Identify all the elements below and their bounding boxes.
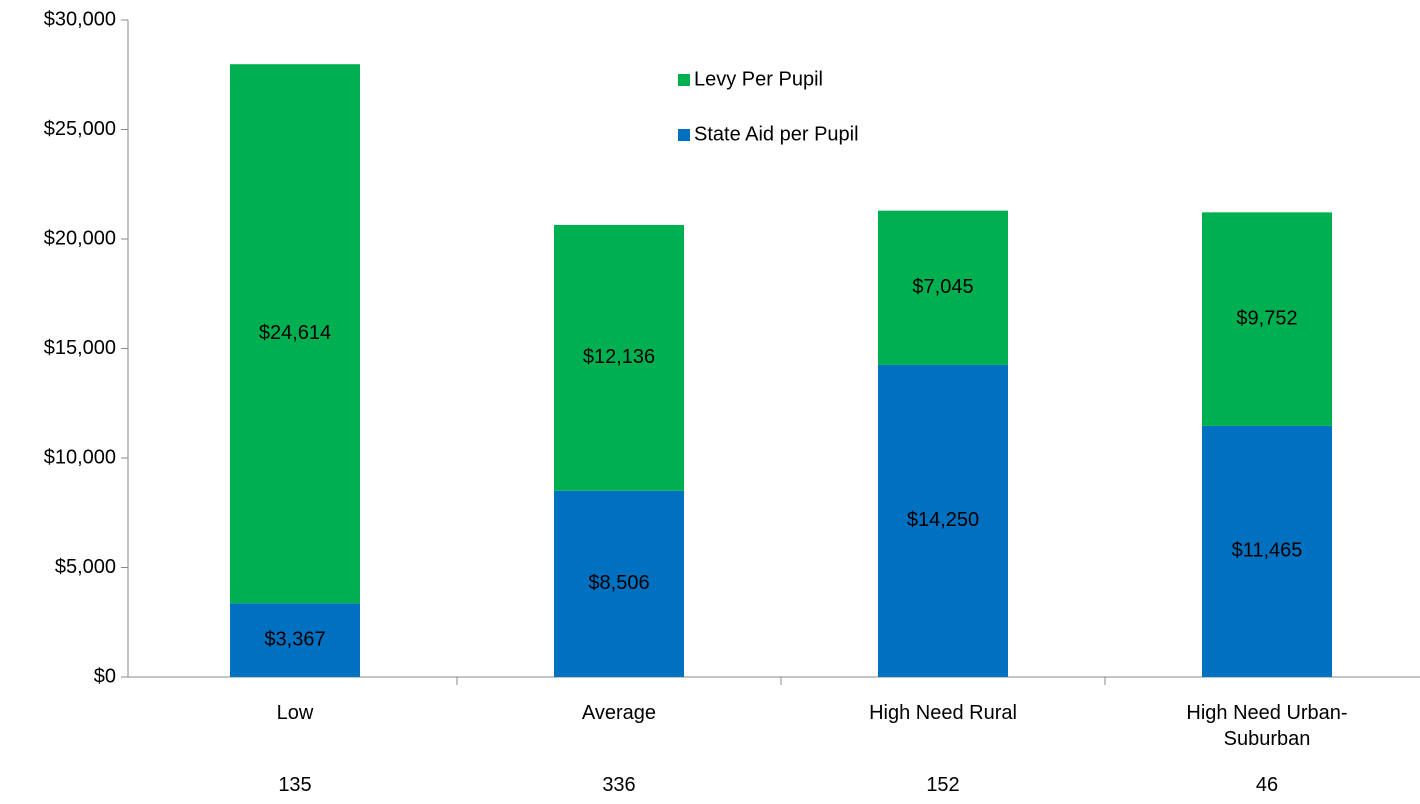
data-label: $12,136 bbox=[583, 346, 655, 368]
data-label: $11,465 bbox=[1232, 540, 1303, 562]
data-label: $3,367 bbox=[264, 628, 325, 650]
legend-swatch bbox=[678, 129, 690, 141]
x-tick-label: High Need Rural bbox=[869, 702, 1017, 724]
y-tick-label: $0 bbox=[94, 665, 116, 687]
data-label: $7,045 bbox=[912, 276, 973, 298]
bar-segment bbox=[1202, 212, 1332, 426]
y-tick-label: $25,000 bbox=[44, 118, 116, 140]
bar-segment bbox=[554, 490, 684, 677]
y-tick-label: $15,000 bbox=[44, 337, 116, 359]
x-tick-label: Low bbox=[276, 702, 314, 724]
data-label: $14,250 bbox=[907, 509, 979, 531]
bar-segment bbox=[554, 224, 684, 491]
category-count: 46 bbox=[1255, 774, 1279, 796]
category-count: 135 bbox=[278, 774, 312, 796]
category-count: 336 bbox=[602, 774, 636, 796]
bar-segment bbox=[230, 603, 360, 677]
bar-segment bbox=[878, 210, 1008, 365]
legend-label: Levy Per Pupil bbox=[694, 68, 823, 90]
x-tick-label: High Need Urban-Suburban bbox=[1186, 702, 1348, 750]
y-tick-label: $30,000 bbox=[44, 8, 116, 30]
legend-swatch bbox=[678, 74, 690, 86]
legend-label: State Aid per Pupil bbox=[694, 123, 859, 145]
category-count: 152 bbox=[926, 774, 960, 796]
bar-segment bbox=[230, 64, 360, 604]
bar-segment bbox=[1202, 425, 1332, 677]
y-tick-label: $20,000 bbox=[44, 227, 116, 249]
y-tick-label: $10,000 bbox=[44, 446, 116, 468]
data-label: $24,614 bbox=[259, 322, 331, 344]
x-tick-label: Average bbox=[581, 702, 657, 724]
bar-segment bbox=[878, 364, 1008, 677]
y-tick-label: $5,000 bbox=[55, 556, 116, 578]
data-label: $8,506 bbox=[588, 572, 649, 594]
data-label: $9,752 bbox=[1236, 307, 1297, 329]
